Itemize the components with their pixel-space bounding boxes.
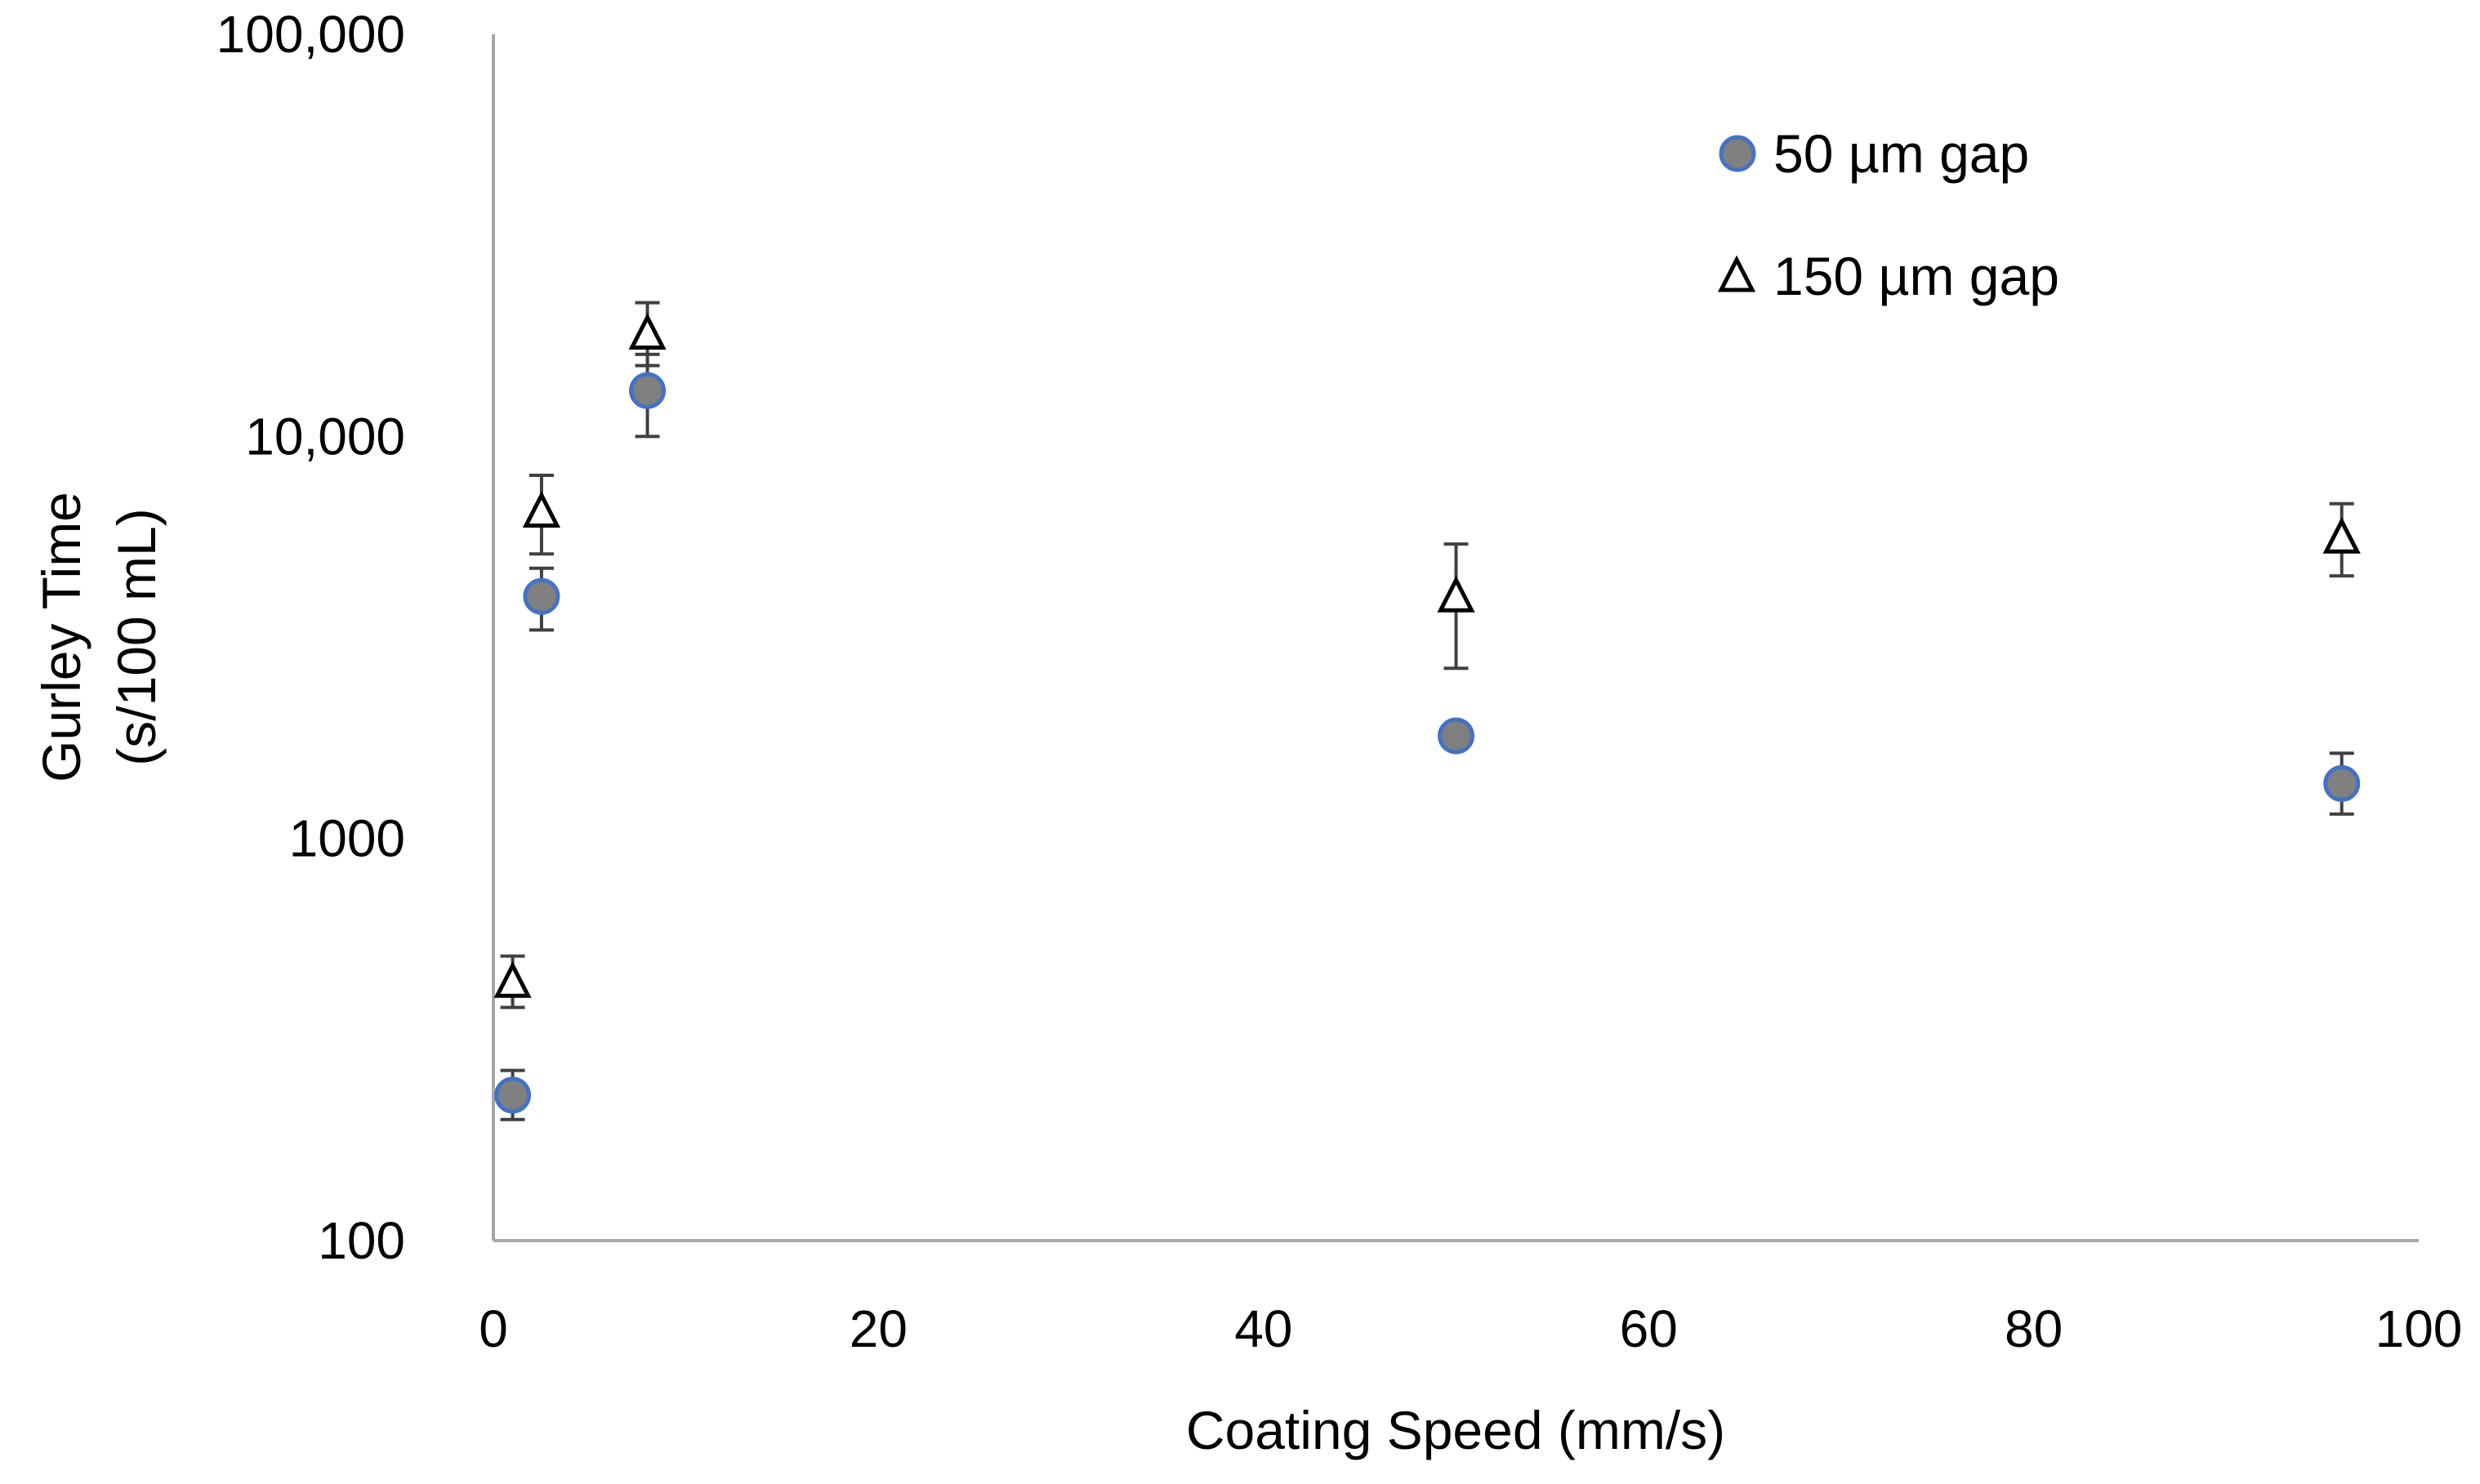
data-point-50-um-gap-point-3 — [629, 372, 667, 409]
legend: 50 µm gap 150 µm gap — [1717, 123, 2059, 306]
legend-marker-150-um-gap — [1717, 255, 1756, 292]
data-point-150-um-gap-point-3 — [628, 313, 667, 350]
data-point-150-um-gap-point-5 — [2322, 516, 2361, 554]
series-50-um-gap — [494, 352, 2361, 1121]
y-axis-title-line-2: (s/100 mL) — [106, 508, 167, 765]
x-tick-label-20: 20 — [850, 1299, 908, 1358]
tick-label-layer: 0 20 40 60 80 100 100 1000 10,000 100,000 — [216, 5, 2463, 1358]
x-tick-label-80: 80 — [2005, 1299, 2063, 1358]
y-axis-title-line-1: Gurley Time — [31, 492, 91, 782]
data-point-150-um-gap-point-4 — [1437, 575, 1475, 613]
y-axis-title-group: Gurley Time (s/100 mL) — [31, 492, 167, 782]
legend-label-150-um-gap: 150 µm gap — [1773, 246, 2059, 306]
series-layer — [493, 301, 2361, 1121]
data-point-50-um-gap-point-5 — [2323, 764, 2361, 802]
x-tick-label-100: 100 — [2375, 1299, 2463, 1358]
x-tick-label-40: 40 — [1234, 1299, 1292, 1358]
y-tick-label-1000: 1000 — [289, 809, 405, 868]
x-tick-label-60: 60 — [1620, 1299, 1678, 1358]
data-point-150-um-gap-point-2 — [522, 490, 561, 528]
y-tick-label-100-000: 100,000 — [216, 5, 405, 64]
data-point-50-um-gap-point-1 — [494, 1076, 532, 1114]
data-point-50-um-gap-point-2 — [523, 577, 560, 615]
x-axis-title: Coating Speed (mm/s) — [1186, 1400, 1725, 1460]
data-point-50-um-gap-point-4 — [1438, 717, 1474, 755]
y-tick-label-10-000: 10,000 — [245, 407, 405, 466]
series-150-um-gap — [493, 301, 2361, 1009]
x-tick-label-0: 0 — [479, 1299, 508, 1358]
legend-marker-50-um-gap — [1719, 135, 1756, 172]
y-tick-label-100: 100 — [318, 1211, 405, 1270]
legend-label-50-um-gap: 50 µm gap — [1773, 123, 2029, 184]
data-point-150-um-gap-point-1 — [493, 960, 532, 998]
axes-layer — [492, 34, 2419, 1242]
